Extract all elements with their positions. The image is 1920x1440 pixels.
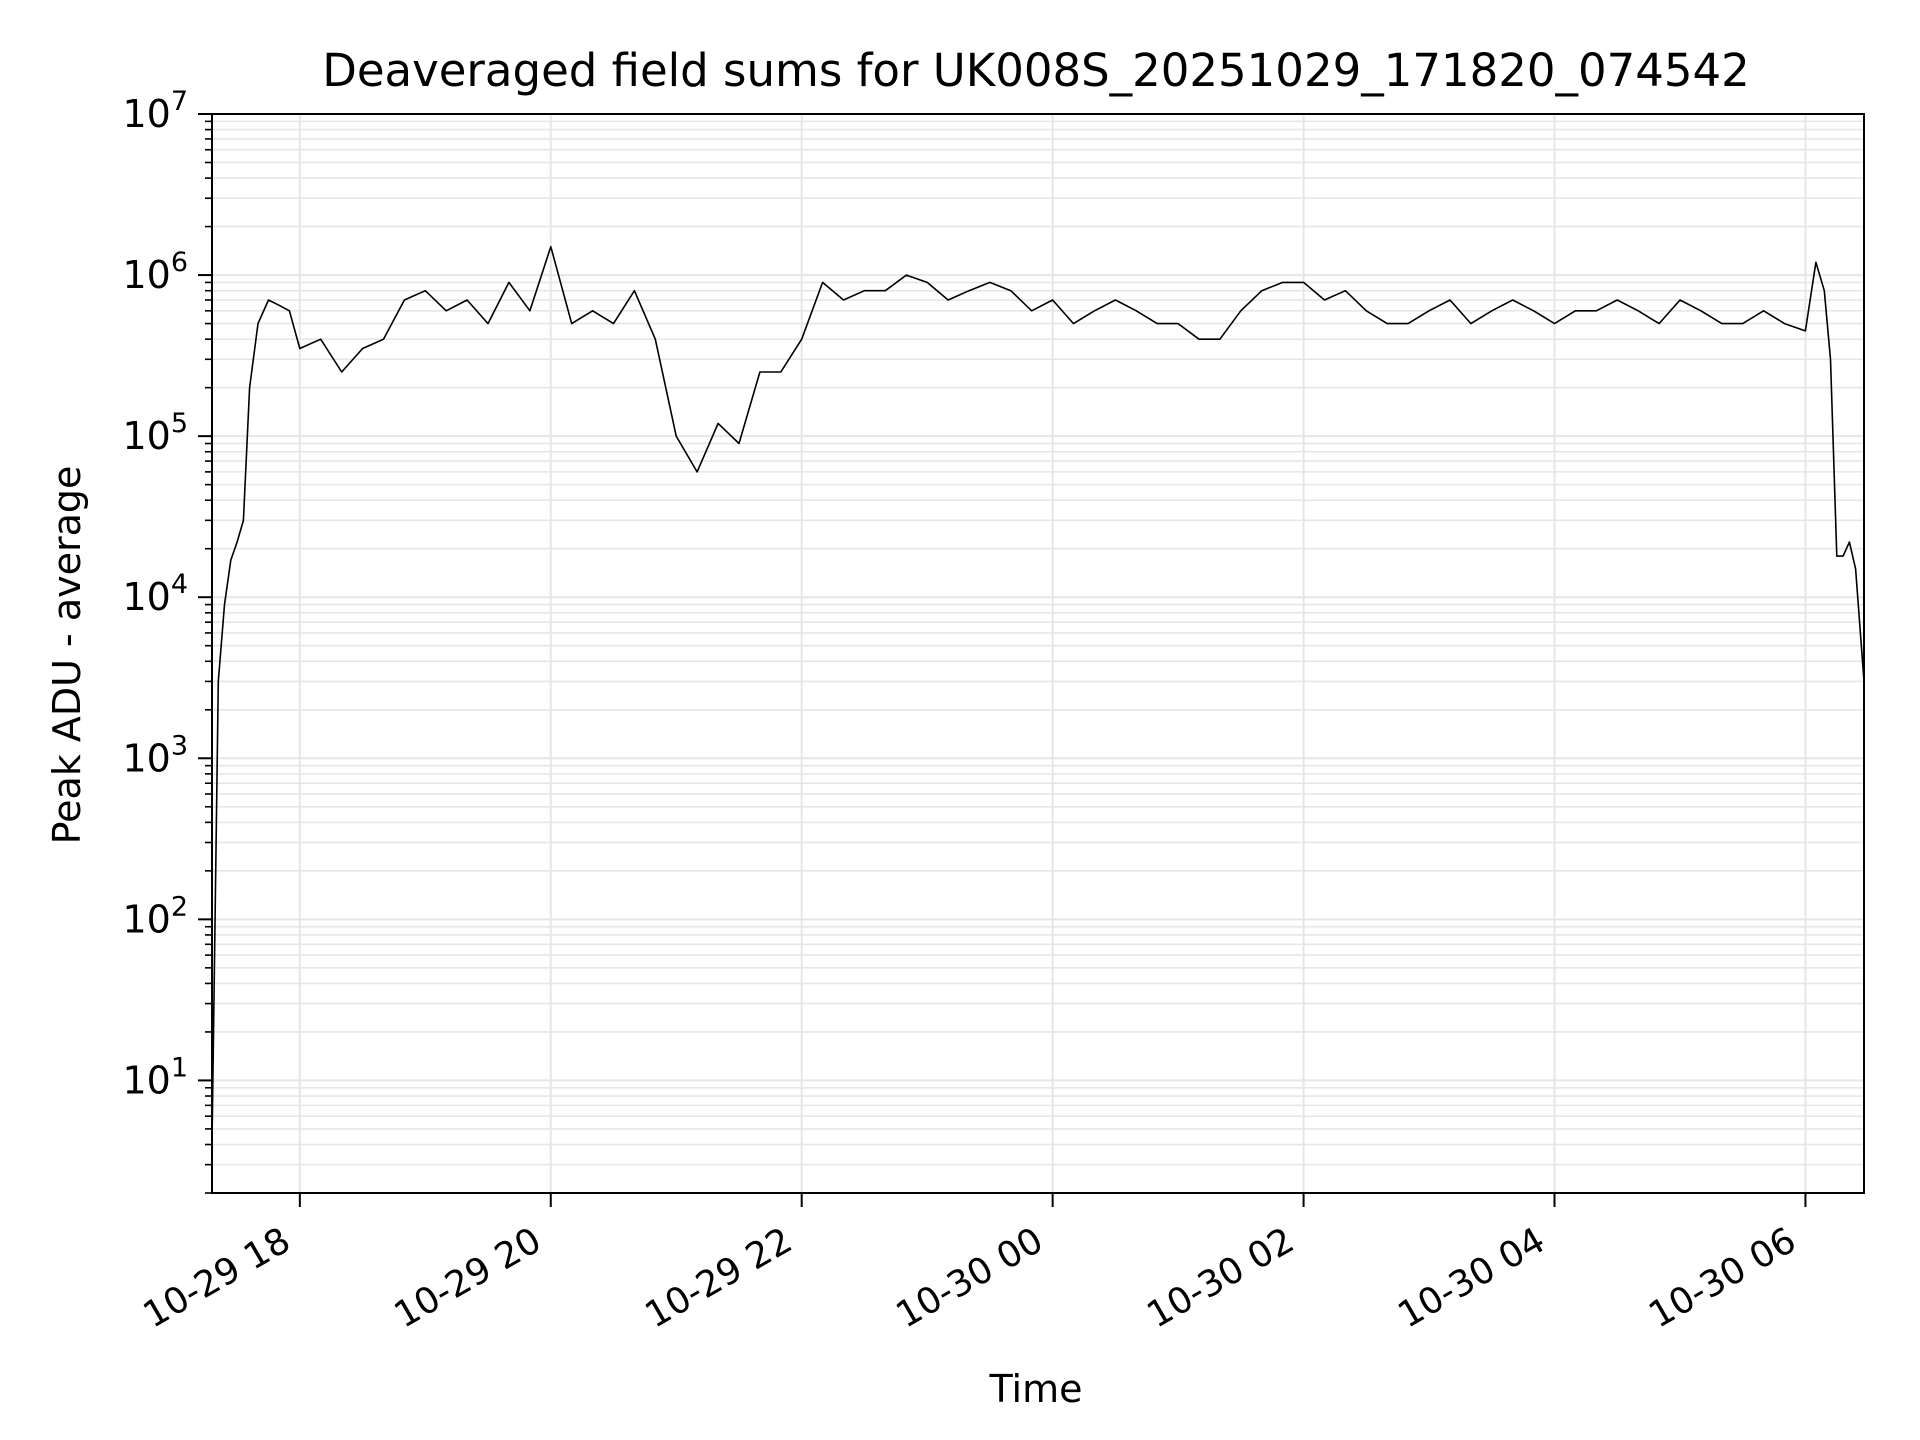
series-line — [211, 245, 1865, 1145]
x-axis-label: Time — [989, 1367, 1083, 1411]
y-axis-label: Peak ADU - average — [45, 466, 89, 845]
y-tick-label: 105 — [122, 408, 188, 458]
chart-title: Deaveraged field sums for UK008S_2025102… — [322, 44, 1750, 97]
plot-frame — [211, 113, 1865, 1194]
y-tick-label: 106 — [122, 247, 188, 297]
grid-lines — [212, 113, 1864, 1194]
y-tick-label: 104 — [122, 569, 188, 619]
